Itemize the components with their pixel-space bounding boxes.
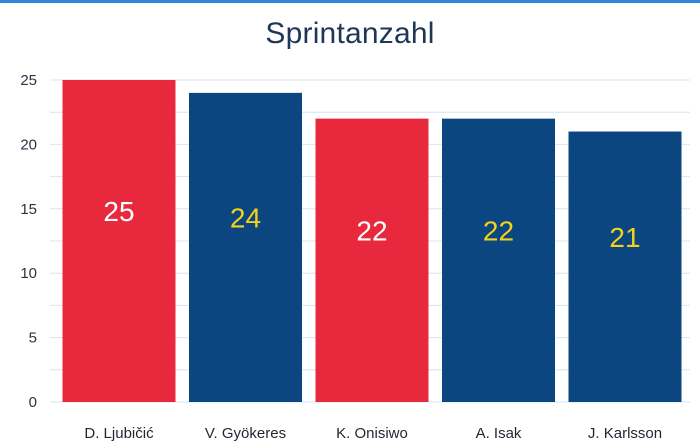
x-category-label: J. Karlsson [588, 425, 662, 442]
x-category-label: V. Gyökeres [205, 425, 286, 442]
bar-value-label: 24 [230, 202, 261, 233]
x-category-label: D. Ljubičić [84, 425, 154, 442]
bar [442, 118, 555, 402]
bar [62, 80, 176, 402]
bar [189, 92, 302, 402]
bar [568, 131, 682, 402]
y-tick-label: 5 [29, 330, 37, 347]
bar-value-label: 25 [103, 196, 134, 227]
bar-chart: 0 5 10 15 20 25 25 D. Ljubičić 24 V. Gyökeres 22 K.… [20, 72, 690, 442]
y-tick-label: 0 [29, 394, 37, 411]
chart-title: Sprintanzahl [265, 17, 435, 50]
y-tick-label: 15 [20, 201, 37, 218]
bar-value-label: 21 [609, 222, 640, 253]
y-tick-label: 20 [20, 136, 37, 153]
bar-value-label: 22 [356, 215, 387, 246]
bar [315, 118, 429, 402]
bar-value-label: 22 [483, 215, 514, 246]
y-tick-label: 10 [20, 265, 37, 282]
x-category-label: K. Onisiwo [336, 425, 408, 442]
y-tick-label: 25 [20, 72, 37, 89]
x-category-label: A. Isak [476, 425, 522, 442]
